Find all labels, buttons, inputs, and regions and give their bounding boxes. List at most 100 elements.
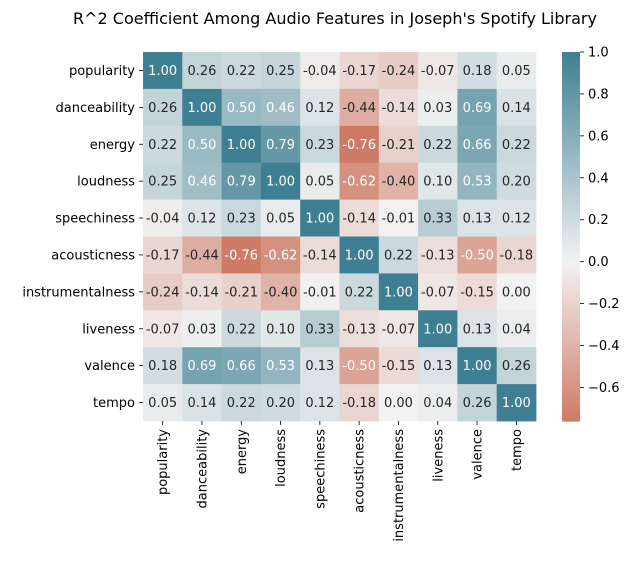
heatmap-cell	[418, 52, 458, 90]
colorbar-segment	[562, 356, 580, 361]
heatmap-cell	[300, 236, 340, 274]
heatmap-cell	[418, 384, 458, 422]
colorbar-segment	[562, 264, 580, 268]
heatmap-cell	[418, 347, 458, 385]
cell-value-label: 1.00	[148, 64, 177, 79]
heatmap-cell	[378, 125, 419, 164]
column-label: liveness	[431, 429, 446, 482]
cell-value-label: -0.44	[342, 101, 376, 116]
cell-value-label: 0.50	[187, 138, 216, 153]
colorbar-segment	[562, 70, 580, 75]
cell-value-label: 0.20	[502, 175, 531, 190]
colorbar-segment	[562, 218, 580, 222]
column-label: speechiness	[313, 429, 328, 509]
cell-value-label: -0.15	[460, 285, 494, 300]
colorbar-segment	[562, 184, 580, 188]
cell-value-label: 1.00	[305, 212, 334, 227]
column-label: energy	[235, 429, 250, 475]
heatmap-cell	[221, 273, 262, 311]
heatmap-cell	[339, 384, 380, 422]
heatmap-cell	[182, 347, 222, 385]
heatmap-cell	[260, 347, 301, 385]
heatmap-cell	[221, 52, 262, 90]
heatmap-cell	[496, 310, 537, 348]
colorbar-segment	[562, 322, 580, 327]
cell-value-label: 0.18	[148, 359, 177, 374]
heatmap-cell	[221, 236, 262, 274]
heatmap-cell	[260, 88, 301, 127]
cell-value-label: 1.00	[266, 175, 295, 190]
heatmap-cell	[182, 236, 222, 274]
colorbar-segment	[562, 128, 580, 133]
cell-value-label: -0.14	[342, 212, 376, 227]
colorbar-tick-label: −0.2	[588, 297, 620, 312]
colorbar-segment	[562, 387, 580, 391]
heatmap-cell	[457, 310, 498, 348]
cell-value-label: 0.50	[227, 101, 256, 116]
heatmap-cell	[457, 347, 498, 385]
colorbar-segment	[562, 135, 580, 139]
heatmap-cell	[457, 273, 498, 311]
cell-value-label: -0.24	[382, 64, 416, 79]
cell-value-label: 1.00	[423, 322, 452, 337]
colorbar-segment	[562, 236, 580, 241]
colorbar-segment	[562, 270, 580, 275]
cell-value-label: -0.44	[185, 248, 219, 263]
colorbar-segment	[562, 227, 580, 231]
column-label: instrumentalness	[392, 429, 407, 542]
heatmap-cell	[221, 199, 262, 237]
colorbar-segment	[562, 125, 580, 130]
heatmap-cell	[378, 273, 419, 311]
cell-value-label: -0.40	[382, 175, 416, 190]
colorbar-segment	[562, 405, 580, 410]
heatmap-cell	[143, 125, 183, 164]
colorbar-segment	[562, 273, 580, 278]
heatmap-cell	[418, 199, 458, 237]
cell-value-label: 0.12	[187, 212, 216, 227]
heatmap-cell	[221, 347, 262, 385]
cell-value-label: 0.26	[148, 101, 177, 116]
colorbar-segment	[562, 162, 580, 167]
colorbar-segment	[562, 64, 580, 68]
row-label: energy	[90, 138, 136, 153]
colorbar-segment	[562, 55, 580, 59]
colorbar-segment	[562, 291, 580, 296]
heatmap-cell	[339, 236, 380, 274]
row-label: liveness	[82, 322, 135, 337]
cell-value-label: 0.13	[305, 359, 334, 374]
colorbar-segment	[562, 362, 580, 367]
cell-value-label: 0.22	[227, 396, 256, 411]
row-label: tempo	[93, 396, 135, 411]
heatmap-cell	[300, 199, 340, 237]
heatmap-cell	[300, 162, 340, 200]
cell-value-label: -0.15	[382, 359, 416, 374]
colorbar-segment	[562, 261, 580, 265]
colorbar-segment	[562, 88, 580, 93]
colorbar-segment	[562, 104, 580, 108]
colorbar-segment	[562, 276, 580, 281]
colorbar-tick-label: −0.4	[588, 339, 620, 354]
row-label: speechiness	[55, 212, 135, 227]
heatmap-cell	[496, 199, 537, 237]
colorbar-segment	[562, 248, 580, 253]
cell-value-label: 0.53	[463, 175, 492, 190]
colorbar-segment	[562, 119, 580, 124]
colorbar-segment	[562, 131, 580, 136]
colorbar-segment	[562, 91, 580, 96]
heatmap-cell	[339, 162, 380, 200]
colorbar-segment	[562, 301, 580, 305]
cell-value-label: 0.13	[463, 322, 492, 337]
heatmap-cell	[182, 199, 222, 237]
colorbar-segment	[562, 144, 580, 148]
colorbar-segment	[562, 211, 580, 216]
colorbar-segment	[562, 337, 580, 342]
heatmap-cell	[143, 52, 183, 90]
cell-value-label: 0.04	[423, 396, 452, 411]
colorbar-segment	[562, 181, 580, 185]
heatmap-cell	[260, 273, 301, 311]
cell-value-label: -0.07	[421, 64, 455, 79]
colorbar-segment	[562, 230, 580, 235]
colorbar-segment	[562, 267, 580, 271]
